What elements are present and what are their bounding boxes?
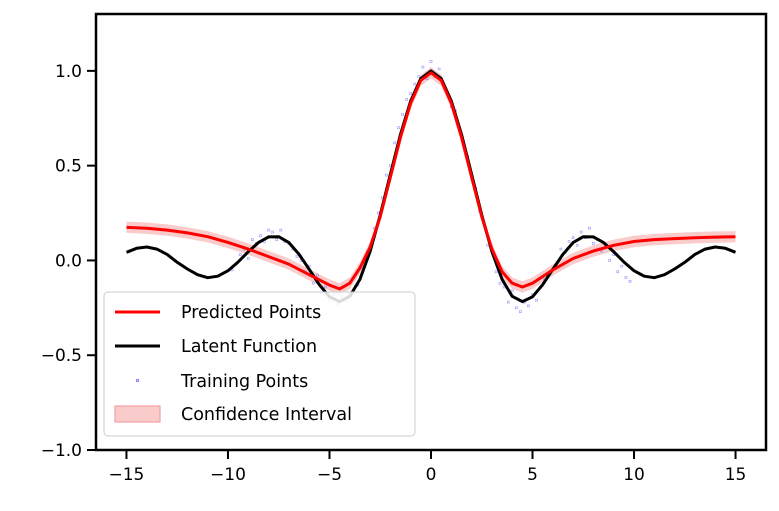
y-axis: −1.0 −0.5 0.0 0.5 1.0: [41, 62, 96, 461]
training-point: [608, 259, 612, 262]
training-point: [437, 67, 441, 71]
training-point: [324, 285, 327, 289]
legend-label-training: Training Points: [180, 372, 308, 392]
plot-area: [125, 60, 737, 313]
predicted-line: [126, 71, 736, 291]
training-point: [315, 274, 319, 277]
training-point: [571, 236, 575, 239]
training-point: [575, 244, 579, 247]
legend-label-predicted: Predicted Points: [181, 303, 321, 323]
training-point: [510, 289, 514, 293]
y-tick-label: 1.0: [55, 62, 82, 82]
training-point: [259, 234, 262, 238]
training-point: [413, 82, 417, 86]
training-point: [393, 141, 396, 145]
training-point: [295, 255, 299, 258]
x-tick-label: −10: [210, 465, 246, 485]
training-point: [421, 65, 425, 69]
training-point: [624, 276, 628, 279]
training-point: [620, 264, 624, 268]
training-point: [506, 300, 510, 304]
training-point: [592, 242, 595, 245]
training-point: [251, 238, 254, 241]
x-tick-label: 15: [725, 465, 747, 485]
y-tick-label: 0.0: [55, 251, 82, 271]
training-point: [311, 281, 315, 285]
x-tick-label: 0: [426, 465, 437, 485]
training-point: [567, 240, 571, 243]
training-point: [559, 247, 563, 251]
x-tick-label: −5: [317, 465, 342, 485]
legend-swatch-confidence: [114, 405, 161, 423]
training-point: [247, 257, 250, 260]
x-tick-label: 10: [623, 465, 645, 485]
x-tick-label: 5: [527, 465, 538, 485]
latent-function-line: [125, 69, 737, 304]
training-point: [429, 60, 433, 63]
training-point: [401, 113, 404, 116]
legend: Predicted Points Latent Function Trainin…: [103, 291, 416, 437]
legend-swatch-training: [136, 379, 139, 382]
training-point: [498, 281, 502, 285]
training-point: [514, 306, 518, 310]
training-point: [384, 173, 388, 177]
training-point: [405, 98, 408, 101]
training-point: [275, 238, 279, 241]
x-tick-label: −15: [109, 465, 145, 485]
training-point: [579, 230, 583, 234]
x-axis: −15 −10 −5 0 5 10 15: [109, 450, 747, 485]
training-point: [409, 92, 413, 95]
training-point: [267, 228, 270, 232]
training-point: [616, 270, 620, 274]
legend-label-confidence: Confidence Interval: [181, 405, 352, 425]
legend-label-latent: Latent Function: [181, 337, 317, 357]
training-point: [628, 279, 632, 283]
training-point: [397, 126, 400, 129]
training-point: [535, 298, 538, 302]
training-point: [527, 304, 530, 308]
training-point: [494, 270, 498, 274]
training-point: [588, 226, 591, 230]
y-tick-label: −0.5: [41, 346, 82, 366]
training-point: [279, 228, 283, 232]
training-point: [518, 310, 522, 313]
y-tick-label: −1.0: [41, 441, 82, 461]
training-point: [238, 253, 242, 256]
legend-box: [103, 291, 416, 437]
training-point: [417, 75, 421, 78]
training-point: [271, 230, 274, 234]
y-tick-label: 0.5: [55, 157, 82, 177]
